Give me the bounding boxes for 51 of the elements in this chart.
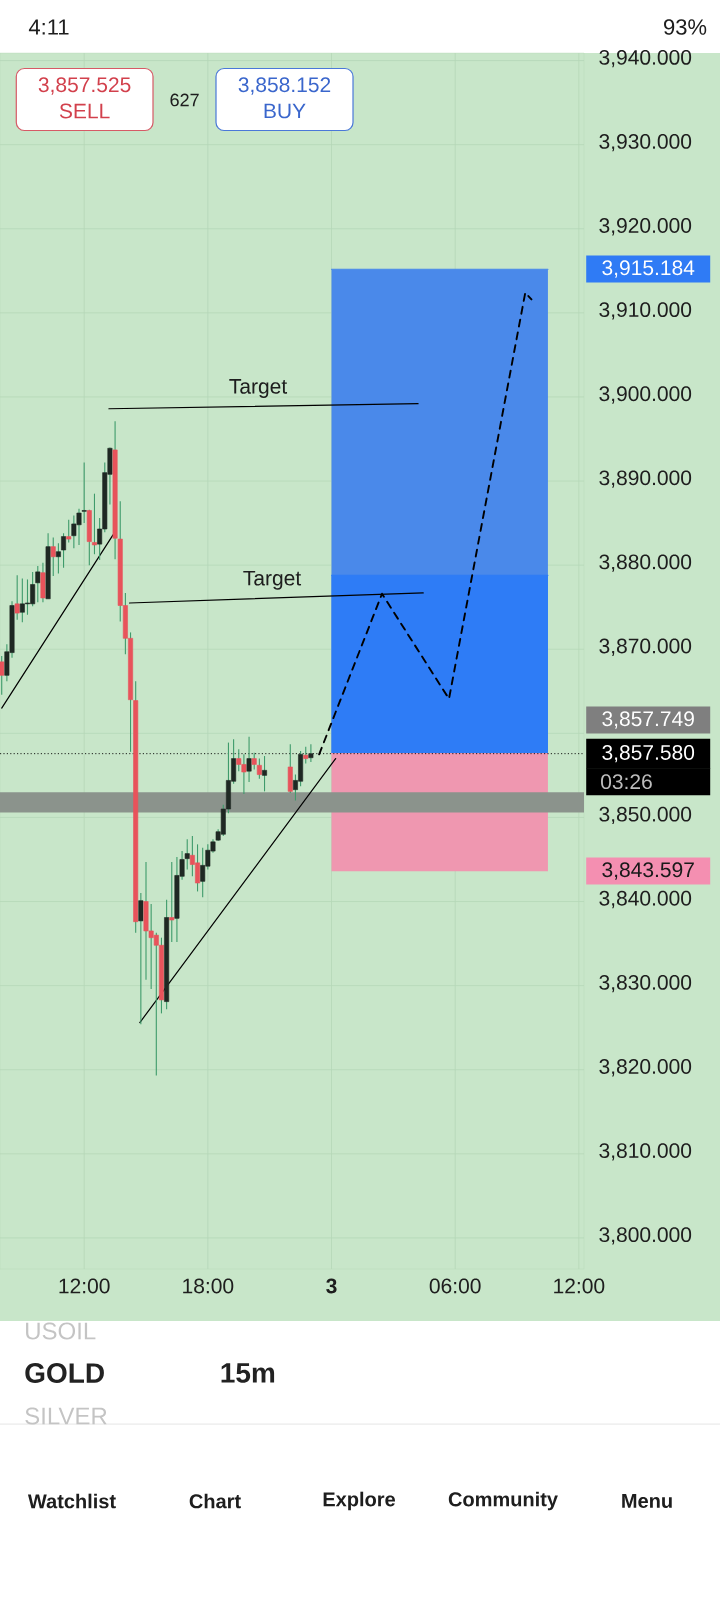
candlestick: [262, 755, 267, 792]
text: 15m: [221, 1363, 275, 1383]
candlestick: [169, 861, 175, 943]
candlestick: [61, 532, 67, 569]
text: Watchlist: [27, 1493, 116, 1509]
annotation: Target: [243, 570, 302, 590]
text: GOLD: [25, 1363, 104, 1383]
text: USOIL: [26, 1322, 96, 1340]
y-tick-label: 3,930.000: [599, 134, 692, 152]
y-tick-label: 3,920.000: [599, 218, 692, 236]
text: Community: [448, 1491, 558, 1511]
y-tick-label: 3,850.000: [599, 806, 692, 825]
y-tick-label: 3,810.000: [599, 1143, 692, 1161]
ref-line-label: 3,857.580: [602, 745, 695, 763]
candlestick: [256, 758, 262, 780]
text: 3,843.597: [602, 862, 694, 880]
candlestick: [92, 493, 97, 555]
annotation: 627: [170, 93, 199, 107]
text: 93%: [664, 19, 707, 35]
text: 03:26: [601, 774, 652, 790]
text: 4:11: [28, 19, 69, 35]
y-tick-label: 3,900.000: [599, 386, 692, 404]
text: 3,857.749: [602, 711, 694, 729]
x-tick-label: 12:00: [59, 1278, 110, 1294]
y-tick-label: 3,840.000: [599, 890, 692, 909]
annotation: 3,858.152: [238, 77, 331, 95]
y-tick-label: 3,940.000: [599, 49, 692, 68]
x-tick-label: 06:00: [429, 1278, 481, 1294]
candlestick: [50, 536, 56, 577]
y-tick-label: 3,910.000: [599, 302, 692, 320]
text: Explore: [323, 1491, 396, 1511]
candlestick: [35, 565, 41, 603]
y-tick-label: 3,890.000: [599, 470, 692, 488]
y-tick-label: 3,830.000: [599, 974, 692, 993]
text: Menu: [622, 1494, 672, 1508]
y-tick-label: 3,880.000: [599, 554, 692, 572]
annotation: BUY: [264, 103, 306, 119]
y-tick-label: 3,870.000: [599, 638, 692, 656]
text: 3,915.184: [602, 260, 695, 278]
annotation: SELL: [59, 103, 110, 119]
text: SILVER: [25, 1407, 107, 1425]
x-tick-label: 12:00: [554, 1278, 605, 1294]
y-tick-label: 3,820.000: [599, 1059, 692, 1077]
x-tick-label: 3: [326, 1278, 337, 1294]
text: Chart: [189, 1493, 241, 1509]
x-tick-label: 18:00: [183, 1278, 234, 1294]
y-tick-label: 3,800.000: [599, 1227, 692, 1245]
candlestick: [55, 542, 61, 575]
annotation: 3,857.525: [38, 77, 131, 95]
annotation: Target: [229, 379, 288, 398]
candlestick: [0, 655, 5, 696]
